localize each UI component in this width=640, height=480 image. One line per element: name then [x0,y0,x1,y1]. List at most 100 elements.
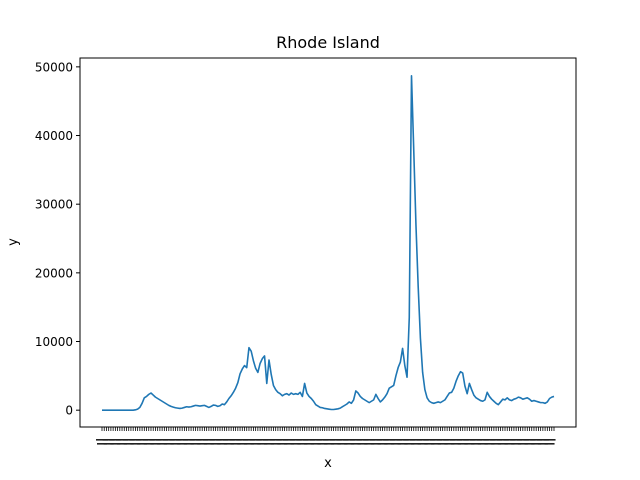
x-tick-label-blur [476,439,489,441]
x-tick-label-blur [210,443,221,445]
x-tick-label-blur [209,439,222,441]
x-tick-label-blur [537,443,548,445]
x-tick-label-blur [289,439,302,441]
x-tick-label-blur [317,443,328,445]
x-tick-label-blur [491,443,502,445]
y-axis: 0 10000 20000 30000 40000 50000 [35,60,80,418]
x-tick-label-blur [523,439,536,441]
x-tick-label-blur [202,439,215,441]
x-tick-label-blur [484,443,495,445]
x-tick-label-blur [137,443,148,445]
x-tick-label-blur [356,439,369,441]
y-tick-label: 0 [65,404,73,418]
x-tick-label-blur [222,439,235,441]
x-tick-label-blur [269,439,282,441]
y-tick-label: 30000 [35,198,73,212]
x-tick-label-blur [470,439,483,441]
x-tick-label-blur [304,443,315,445]
x-tick-label-blur [196,439,209,441]
x-tick-label-blur [497,443,508,445]
x-tick-label-blur [397,443,408,445]
y-tick-label: 50000 [35,60,73,74]
x-tick-label-blur [436,439,449,441]
x-tick-label-blur [451,443,462,445]
x-tick-label-blur [503,439,516,441]
y-tick-label: 10000 [35,335,73,349]
x-tick-label-blur [370,443,381,445]
x-tick-label-blur [337,443,348,445]
x-tick-label-blur [243,443,254,445]
x-tick-label-blur [157,443,168,445]
series-line [102,74,555,411]
x-tick-label-strip [96,439,556,445]
x-tick-label-blur [444,443,455,445]
x-tick-label-blur [430,443,441,445]
x-tick-label-blur [97,443,107,445]
x-tick-label-blur [149,439,162,441]
x-tick-label-blur [223,443,234,445]
x-tick-label-blur [156,439,169,441]
x-tick-label-blur [249,439,262,441]
x-tick-label-blur [216,439,229,441]
x-tick-label-blur [310,443,321,445]
x-tick-label-blur [297,443,308,445]
x-tick-label-blur [309,439,322,441]
x-tick-label-blur [117,443,128,445]
x-tick-label-blur [330,443,341,445]
x-tick-label-blur [296,439,309,441]
x-tick-label-blur [471,443,482,445]
x-tick-label-blur [423,439,436,441]
x-tick-label-blur [443,439,456,441]
x-axis [96,427,556,445]
x-tick-label-blur [283,439,296,441]
x-tick-label-blur [396,439,409,441]
x-tick-label-blur [323,439,336,441]
x-tick-label-blur [189,439,202,441]
x-tick-label-blur [403,439,416,441]
x-tick-label-blur [410,443,421,445]
x-tick-label-blur [463,439,476,441]
x-tick-label-blur [150,443,161,445]
x-tick-label-blur [377,443,388,445]
x-tick-label-blur [357,443,368,445]
x-tick-label-blur [122,439,135,441]
x-tick-label-blur [262,439,275,441]
x-tick-label-blur [376,439,389,441]
x-tick-label-blur [416,439,429,441]
x-tick-label-blur [203,443,214,445]
x-tick-label-blur [176,439,189,441]
x-tick-label-blur [116,439,129,441]
x-tick-label-blur [369,439,382,441]
x-tick-label-blur [336,439,349,441]
x-tick-label-blur [349,439,362,441]
x-tick-label-blur [290,443,301,445]
x-tick-label-blur [390,443,401,445]
x-tick-label-blur [456,439,469,441]
x-tick-label-blur [237,443,248,445]
y-tick-label: 40000 [35,129,73,143]
x-tick-label-blur [344,443,355,445]
x-tick-label-blur [511,443,522,445]
x-tick-label-blur [109,439,122,441]
x-tick-label-blur [424,443,435,445]
chart-title: Rhode Island [276,33,380,52]
x-tick-label-blur [516,439,529,441]
x-tick-label-blur [142,439,155,441]
x-tick-label-blur [270,443,281,445]
x-tick-label-blur [383,439,396,441]
y-tick-label: 20000 [35,266,73,280]
x-tick-label-blur [490,439,503,441]
x-tick-label-blur [350,443,361,445]
x-tick-label-blur [530,439,543,441]
plot-frame [79,57,577,428]
x-tick-label-blur [389,439,402,441]
x-tick-label-blur [404,443,415,445]
x-tick-label-blur [363,439,376,441]
x-tick-label-blur [276,439,289,441]
x-tick-label-blur [229,439,242,441]
x-tick-label-blur [417,443,428,445]
x-tick-label-blur [250,443,261,445]
x-tick-label-blur [183,443,194,445]
x-tick-label-blur [457,443,468,445]
x-tick-label-blur [102,439,115,441]
